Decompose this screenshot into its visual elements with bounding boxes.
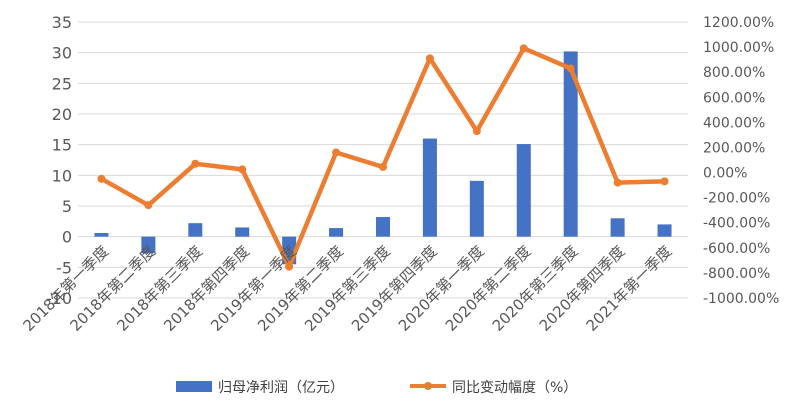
right-tick-label: -200.00% <box>703 191 770 207</box>
x-tick-label: 2018年第四季度 <box>160 242 253 335</box>
x-tick-label: 2019年第一季度 <box>207 242 300 335</box>
gridlines <box>78 21 688 299</box>
bar <box>188 223 203 237</box>
right-y-axis: 1200.00% 1000.00% 800.00% 600.00% 400.00% 200… <box>703 15 779 307</box>
right-tick-label: -600.00% <box>703 241 770 257</box>
left-tick-label: 30 <box>52 44 72 63</box>
line-point <box>238 165 247 174</box>
left-tick-label: 25 <box>52 74 72 93</box>
left-y-axis: 35 30 25 20 15 10 5 0 -5 -10 <box>46 13 72 308</box>
x-tick-label: 2020年第四季度 <box>536 242 629 335</box>
line-point <box>660 177 669 186</box>
line-point <box>285 262 294 271</box>
bar <box>235 227 250 237</box>
right-tick-label: 400.00% <box>703 115 765 131</box>
x-tick-label: 2018年第一季度 <box>20 242 113 335</box>
x-tick-label: 2020年第二季度 <box>442 242 535 335</box>
x-axis: 2018年第一季度2018年第二季度2018年第三季度2018年第四季度2019… <box>20 242 676 335</box>
bar <box>469 180 484 237</box>
bar <box>516 144 531 237</box>
line-point <box>97 174 106 183</box>
x-tick-label: 2018年第三季度 <box>113 242 206 335</box>
right-tick-label: 600.00% <box>703 90 765 106</box>
left-tick-label: 35 <box>52 13 72 32</box>
legend: 归母净利润（亿元） 同比变动幅度（%） <box>176 379 577 396</box>
x-tick-label: 2019年第四季度 <box>348 242 441 335</box>
line-point <box>613 178 622 187</box>
right-tick-label: 0.00% <box>703 166 747 182</box>
bar <box>563 51 578 237</box>
bar-series <box>94 51 672 265</box>
left-tick-label: 10 <box>52 166 72 185</box>
bar <box>141 236 156 254</box>
x-tick-label: 2019年第二季度 <box>254 242 347 335</box>
line-point <box>332 148 341 157</box>
bar <box>329 228 344 237</box>
right-tick-label: 1000.00% <box>703 40 774 56</box>
left-tick-label: -5 <box>56 258 72 277</box>
x-tick-label: 2020年第一季度 <box>395 242 488 335</box>
line-point <box>144 201 153 210</box>
bar <box>657 224 672 237</box>
line-point <box>425 54 434 63</box>
legend-line-marker <box>424 382 432 390</box>
left-tick-label: -10 <box>46 289 72 308</box>
left-tick-label: 5 <box>62 197 72 216</box>
right-tick-label: 1200.00% <box>703 15 774 31</box>
left-tick-label: 0 <box>62 228 72 247</box>
x-tick-label: 2021年第一季度 <box>583 242 676 335</box>
legend-bar-label: 归母净利润（亿元） <box>218 379 344 396</box>
right-tick-label: 800.00% <box>703 65 765 81</box>
x-tick-label: 2019年第三季度 <box>301 242 394 335</box>
x-tick-label: 2020年第三季度 <box>489 242 582 335</box>
x-tick-label: 2018年第二季度 <box>66 242 159 335</box>
right-tick-label: -400.00% <box>703 216 770 232</box>
right-tick-label: -800.00% <box>703 266 770 282</box>
bar <box>376 217 390 237</box>
bar <box>610 218 625 237</box>
right-tick-label: -1000.00% <box>703 291 779 307</box>
line-point <box>191 159 200 168</box>
legend-line-label: 同比变动幅度（%） <box>452 380 577 396</box>
line-point <box>379 162 387 171</box>
line-series <box>97 44 669 271</box>
line-point <box>472 127 481 136</box>
right-tick-label: 200.00% <box>703 140 765 156</box>
legend-bar-swatch <box>176 381 212 392</box>
line-point <box>519 44 528 53</box>
line-point <box>566 64 575 73</box>
left-tick-label: 15 <box>52 136 72 155</box>
bar <box>94 232 109 237</box>
bar <box>422 138 437 237</box>
left-tick-label: 20 <box>52 105 72 124</box>
